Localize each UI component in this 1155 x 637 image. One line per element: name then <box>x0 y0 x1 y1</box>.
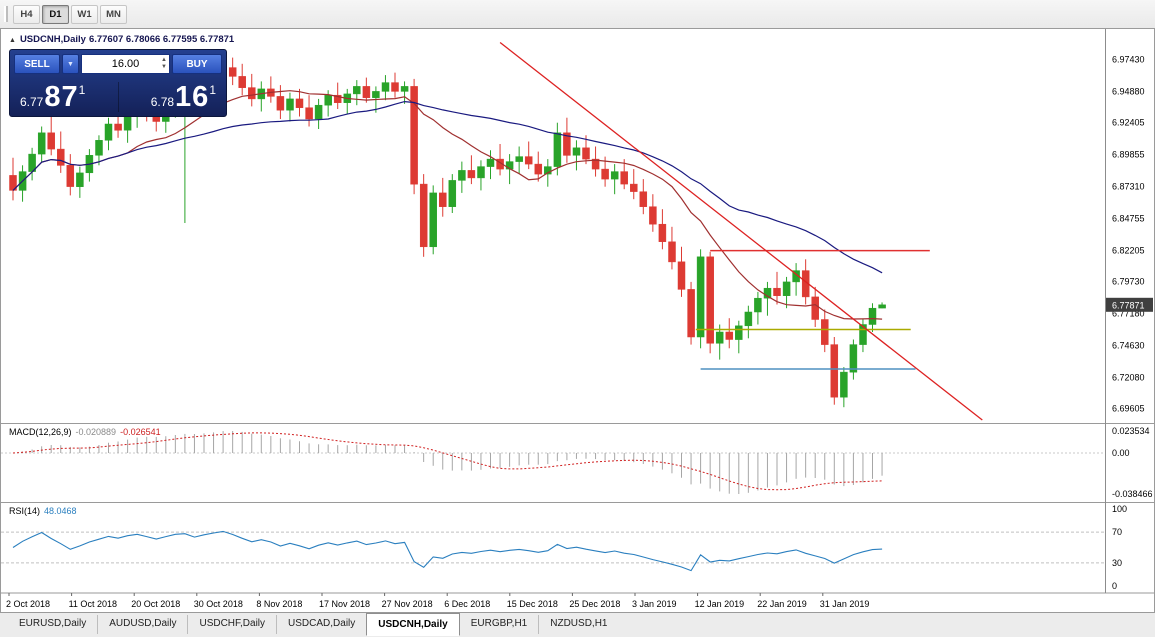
price-scale-label: 6.79730 <box>1112 277 1145 287</box>
x-axis-label: 11 Oct 2018 <box>69 599 117 609</box>
macd-name: MACD(12,26,9) <box>9 427 72 437</box>
descending-trendline[interactable] <box>499 41 983 421</box>
rsi-label: RSI(14) 48.0468 <box>9 506 77 516</box>
rsi-line <box>12 530 883 572</box>
timeframe-toolbar: H4 D1 W1 MN <box>0 0 1155 29</box>
chart-window: 0.023534 0.00 -0.038466 100 70 30 0 6.97430 6.94… <box>0 29 1155 612</box>
chart-symbol-label: USDCNH,Daily <box>19 34 86 45</box>
svg-text:0: 0 <box>1112 581 1117 591</box>
price-scale-label: 6.72080 <box>1112 372 1145 382</box>
x-axis-label: 25 Dec 2018 <box>569 599 620 609</box>
x-axis-label: 3 Jan 2019 <box>632 599 677 609</box>
tab-eurusd-daily[interactable]: EURUSD,Daily <box>19 618 87 629</box>
price-scale-label: 6.92405 <box>1112 118 1145 128</box>
price-scale-label: 6.82205 <box>1112 246 1145 256</box>
x-axis-label: 8 Nov 2018 <box>256 599 302 609</box>
macd-signal-line <box>12 432 883 491</box>
one-click-trading-panel: SELL ▼ 16.00 ▲ ▼ BUY 6.77 87 1 <box>9 49 227 117</box>
ma-fast-line <box>12 90 883 320</box>
sell-price-display[interactable]: 6.77 87 1 <box>20 83 85 112</box>
macd-label: MACD(12,26,9) -0.020889 -0.026541 <box>9 427 161 437</box>
x-axis-label: 22 Jan 2019 <box>757 599 807 609</box>
buy-price-display[interactable]: 6.78 16 1 <box>151 83 216 112</box>
toolbar-grip[interactable] <box>4 6 8 22</box>
chart-background <box>1 29 1154 612</box>
tab-audusd-daily[interactable]: AUDUSD,Daily <box>97 615 187 634</box>
rsi-name: RSI(14) <box>9 506 41 516</box>
price-scale-label: 6.77180 <box>1112 308 1145 318</box>
timeframe-h4-button[interactable]: H4 <box>13 4 40 24</box>
time-scale[interactable] <box>8 593 824 596</box>
price-scale-label: 6.97430 <box>1112 55 1145 65</box>
collapse-chart-icon[interactable]: ▲ <box>9 37 16 44</box>
x-axis-label: 2 Oct 2018 <box>6 599 50 609</box>
macd-histogram <box>22 431 883 494</box>
x-axis-label: 12 Jan 2019 <box>695 599 745 609</box>
tab-usdchf-daily[interactable]: USDCHF,Daily <box>187 615 276 634</box>
buy-button[interactable]: BUY <box>172 54 222 74</box>
tab-usdcnh-daily[interactable]: USDCNH,Daily <box>366 613 460 636</box>
x-axis-label: 27 Nov 2018 <box>382 599 433 609</box>
svg-text:0.00: 0.00 <box>1112 448 1130 458</box>
buy-price-prefix: 6.78 <box>150 95 175 109</box>
x-axis-label: 17 Nov 2018 <box>319 599 370 609</box>
sell-price-prefix: 6.77 <box>20 95 44 109</box>
rsi-value: 48.0468 <box>44 506 77 516</box>
buy-price-big-digits: 16 <box>175 81 210 113</box>
ma-slow-line <box>12 100 883 274</box>
tab-nzdusd-h1[interactable]: NZDUSD,H1 <box>538 615 618 634</box>
price-scale-label: 6.84755 <box>1112 214 1145 224</box>
tab-usdcad-daily[interactable]: USDCAD,Daily <box>276 615 366 634</box>
price-scale-label: 6.94880 <box>1112 87 1145 97</box>
svg-text:70: 70 <box>1112 527 1122 537</box>
volume-field[interactable]: 16.00 ▲ ▼ <box>81 54 170 74</box>
volume-spinner[interactable]: ▲ ▼ <box>161 57 167 71</box>
timeframe-mn-button[interactable]: MN <box>100 4 127 24</box>
symbol-tabbar: EURUSD,Daily AUDUSD,Daily USDCHF,Daily U… <box>0 612 1155 637</box>
svg-text:-0.038466: -0.038466 <box>1112 489 1153 499</box>
price-divider <box>117 82 119 112</box>
chart-title: ▲ USDCNH,Daily 6.77607 6.78066 6.77595 6.7… <box>9 34 237 45</box>
svg-text:0.023534: 0.023534 <box>1112 426 1150 436</box>
x-axis-label: 31 Jan 2019 <box>820 599 870 609</box>
svg-text:100: 100 <box>1112 504 1127 514</box>
timeframe-d1-button[interactable]: D1 <box>42 4 69 24</box>
price-scale-label: 6.87310 <box>1112 182 1145 192</box>
x-axis-label: 30 Oct 2018 <box>194 599 243 609</box>
price-scale-label: 6.74630 <box>1112 340 1145 350</box>
chevron-down-icon: ▼ <box>67 60 74 68</box>
buy-price-pipette: 1 <box>209 83 216 97</box>
svg-text:30: 30 <box>1112 558 1122 568</box>
chart-canvas[interactable]: 0.023534 0.00 -0.038466 100 70 30 0 6.97430 6.94… <box>1 29 1154 612</box>
chart-ohlc-values: 6.77607 6.78066 6.77595 6.77871 <box>88 34 235 45</box>
spinner-down-icon: ▼ <box>161 64 167 70</box>
price-scale-label: 6.69605 <box>1112 403 1145 413</box>
sell-price-big-digits: 87 <box>44 81 79 113</box>
sell-price-pipette: 1 <box>78 83 86 97</box>
spinner-up-icon: ▲ <box>161 57 167 63</box>
price-scale-label: 6.89855 <box>1112 150 1145 160</box>
x-axis-label: 15 Dec 2018 <box>507 599 558 609</box>
current-price-badge <box>1106 297 1153 312</box>
timeframe-w1-button[interactable]: W1 <box>71 4 98 24</box>
x-axis-label: 6 Dec 2018 <box>444 599 490 609</box>
tab-eurgbp-h1[interactable]: EURGBP,H1 <box>470 618 528 629</box>
volume-dropdown-button[interactable]: ▼ <box>62 54 79 74</box>
macd-value-main: -0.020889 <box>75 427 117 437</box>
sell-button[interactable]: SELL <box>14 54 60 74</box>
macd-value-signal: -0.026541 <box>120 427 161 437</box>
volume-value: 16.00 <box>111 58 140 70</box>
current-price-value: 6.77871 <box>1112 300 1145 310</box>
x-axis-label: 20 Oct 2018 <box>131 599 180 609</box>
